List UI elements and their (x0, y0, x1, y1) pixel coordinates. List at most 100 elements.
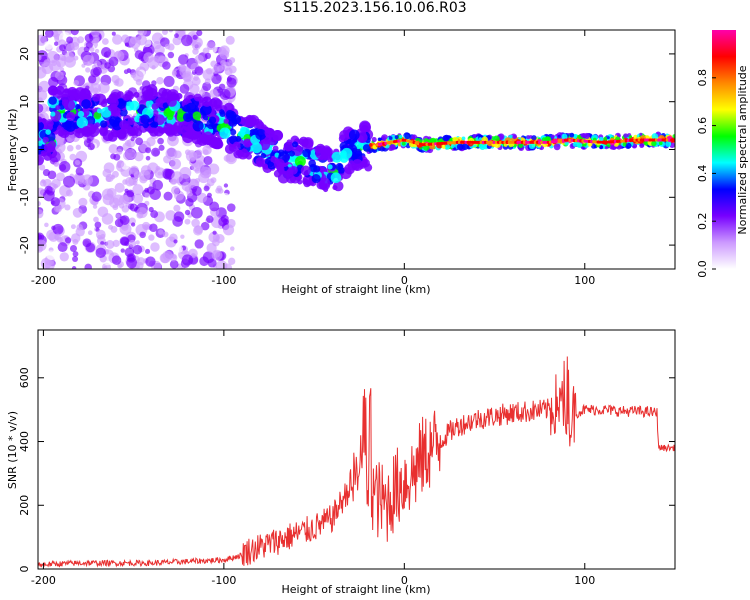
snr-ytick-label: 200 (18, 495, 31, 516)
spectrogram-cell (126, 189, 135, 198)
spectrogram-cell (59, 44, 66, 52)
spectrogram-cell (150, 242, 160, 252)
spectrogram-cell (63, 175, 75, 188)
spectrogram-cell (167, 51, 175, 59)
spectrogram-cell (132, 184, 144, 196)
spectrogram-cell (55, 104, 61, 111)
spectrogram-cell (208, 116, 217, 124)
spectrogram-cell (128, 239, 137, 248)
spectrogram-cell (124, 188, 129, 193)
spectrogram-cell (179, 84, 190, 94)
spectrogram-cell (149, 223, 158, 233)
spectrogram-cell (283, 141, 294, 152)
spectrogram-cell (141, 221, 151, 231)
spectrogram-cell (212, 230, 217, 235)
spectrogram-cell (81, 126, 93, 138)
spectrogram-cell (150, 210, 159, 219)
spectrogram-cell (153, 55, 161, 63)
chart-title: S115.2023.156.10.06.R03 (283, 0, 467, 16)
snr-ytick-label: 0 (18, 566, 31, 573)
spectrogram-cell (124, 42, 129, 47)
spectrogram-cell (53, 204, 62, 213)
spectrogram-cell (518, 142, 524, 149)
spectrogram-cell (289, 165, 298, 175)
spectrogram-cell (72, 255, 79, 262)
spectrogram-cell (201, 104, 212, 115)
spectrogram-cell (210, 177, 217, 184)
spectrogram-cell (94, 122, 101, 128)
spectrogram-cell (163, 155, 172, 164)
spectrogram-cell (251, 142, 262, 154)
spectrogram-cell (86, 138, 92, 144)
spectrogram-cell (194, 54, 204, 64)
spectrogram-cell (206, 215, 214, 223)
spectrogram-cell (160, 252, 171, 264)
spectrogram-cell (272, 145, 279, 152)
spectrogram-cell (473, 144, 477, 148)
spectrogram-cell (87, 230, 93, 236)
spectrogram-cell (93, 60, 101, 68)
spectrogram-cell (583, 132, 590, 140)
spectrogram-cell (167, 134, 179, 147)
spectrogram-cell (201, 96, 213, 107)
spectrogram-xtick-label: 100 (574, 274, 595, 287)
spectrogram-cell (170, 178, 176, 185)
spectrogram-cell (69, 244, 78, 252)
snr-frame (37, 329, 676, 570)
spectrogram-cell (606, 136, 610, 140)
spectrogram-cell (225, 109, 235, 119)
spectrogram-cell (399, 134, 403, 139)
spectrogram-cell (256, 160, 264, 168)
spectrogram-cell (146, 186, 155, 195)
spectrogram-cell (169, 158, 182, 170)
spectrogram-cell (503, 143, 508, 147)
spectrogram-cell (85, 67, 91, 73)
spectrogram-cell (108, 144, 119, 154)
spectrogram-cell (44, 259, 55, 269)
spectrogram-cell (672, 134, 675, 139)
spectrogram-cell (127, 117, 135, 125)
spectrogram-cell (101, 188, 114, 201)
spectrogram-cell (191, 218, 200, 228)
snr-xtick-label: 100 (574, 574, 595, 587)
spectrogram-cell (223, 263, 233, 269)
spectrogram-cell (44, 222, 49, 228)
spectrogram-cell (302, 148, 311, 158)
spectrogram-cell (46, 250, 57, 261)
spectrogram-cell (152, 179, 164, 191)
spectrogram-cell (148, 206, 154, 213)
spectrogram-cell (604, 145, 609, 150)
spectrogram-cell (83, 46, 90, 53)
spectrogram-cell (136, 261, 144, 269)
spectrogram-cell (218, 160, 226, 169)
spectrogram-cell (84, 263, 92, 269)
snr-xtick-label: -200 (31, 574, 56, 587)
snr-ylabel: SNR (10 * v/v) (6, 411, 19, 489)
spectrogram-cell (163, 191, 173, 201)
spectrogram-cell (56, 172, 65, 182)
spectrogram-cell (40, 150, 47, 157)
spectrogram-cell (191, 37, 203, 49)
spectrogram-cell (39, 164, 46, 171)
spectrogram-cell (58, 160, 71, 173)
spectrogram-cell (119, 108, 128, 117)
spectrogram-cell (576, 142, 583, 148)
spectrogram-cell (57, 242, 68, 253)
spectrogram-cell (145, 256, 156, 267)
spectrogram-cell (44, 40, 54, 50)
spectrogram-cell (219, 193, 231, 205)
spectrogram-cell (171, 185, 180, 195)
spectrogram-cell (162, 102, 169, 109)
spectrogram-cell (163, 75, 175, 87)
spectrogram-cell (651, 140, 657, 147)
spectrogram-cell (45, 30, 54, 38)
spectrogram-cell (528, 142, 536, 150)
spectrogram-cell (225, 35, 235, 45)
spectrogram-cell (181, 34, 193, 47)
spectrogram-cell (71, 266, 77, 269)
spectrogram-cell (78, 177, 85, 183)
spectrogram-cell (210, 136, 223, 149)
spectrogram-cell (64, 204, 71, 211)
spectrogram-cell (82, 109, 90, 117)
spectrogram-cell (209, 89, 219, 99)
